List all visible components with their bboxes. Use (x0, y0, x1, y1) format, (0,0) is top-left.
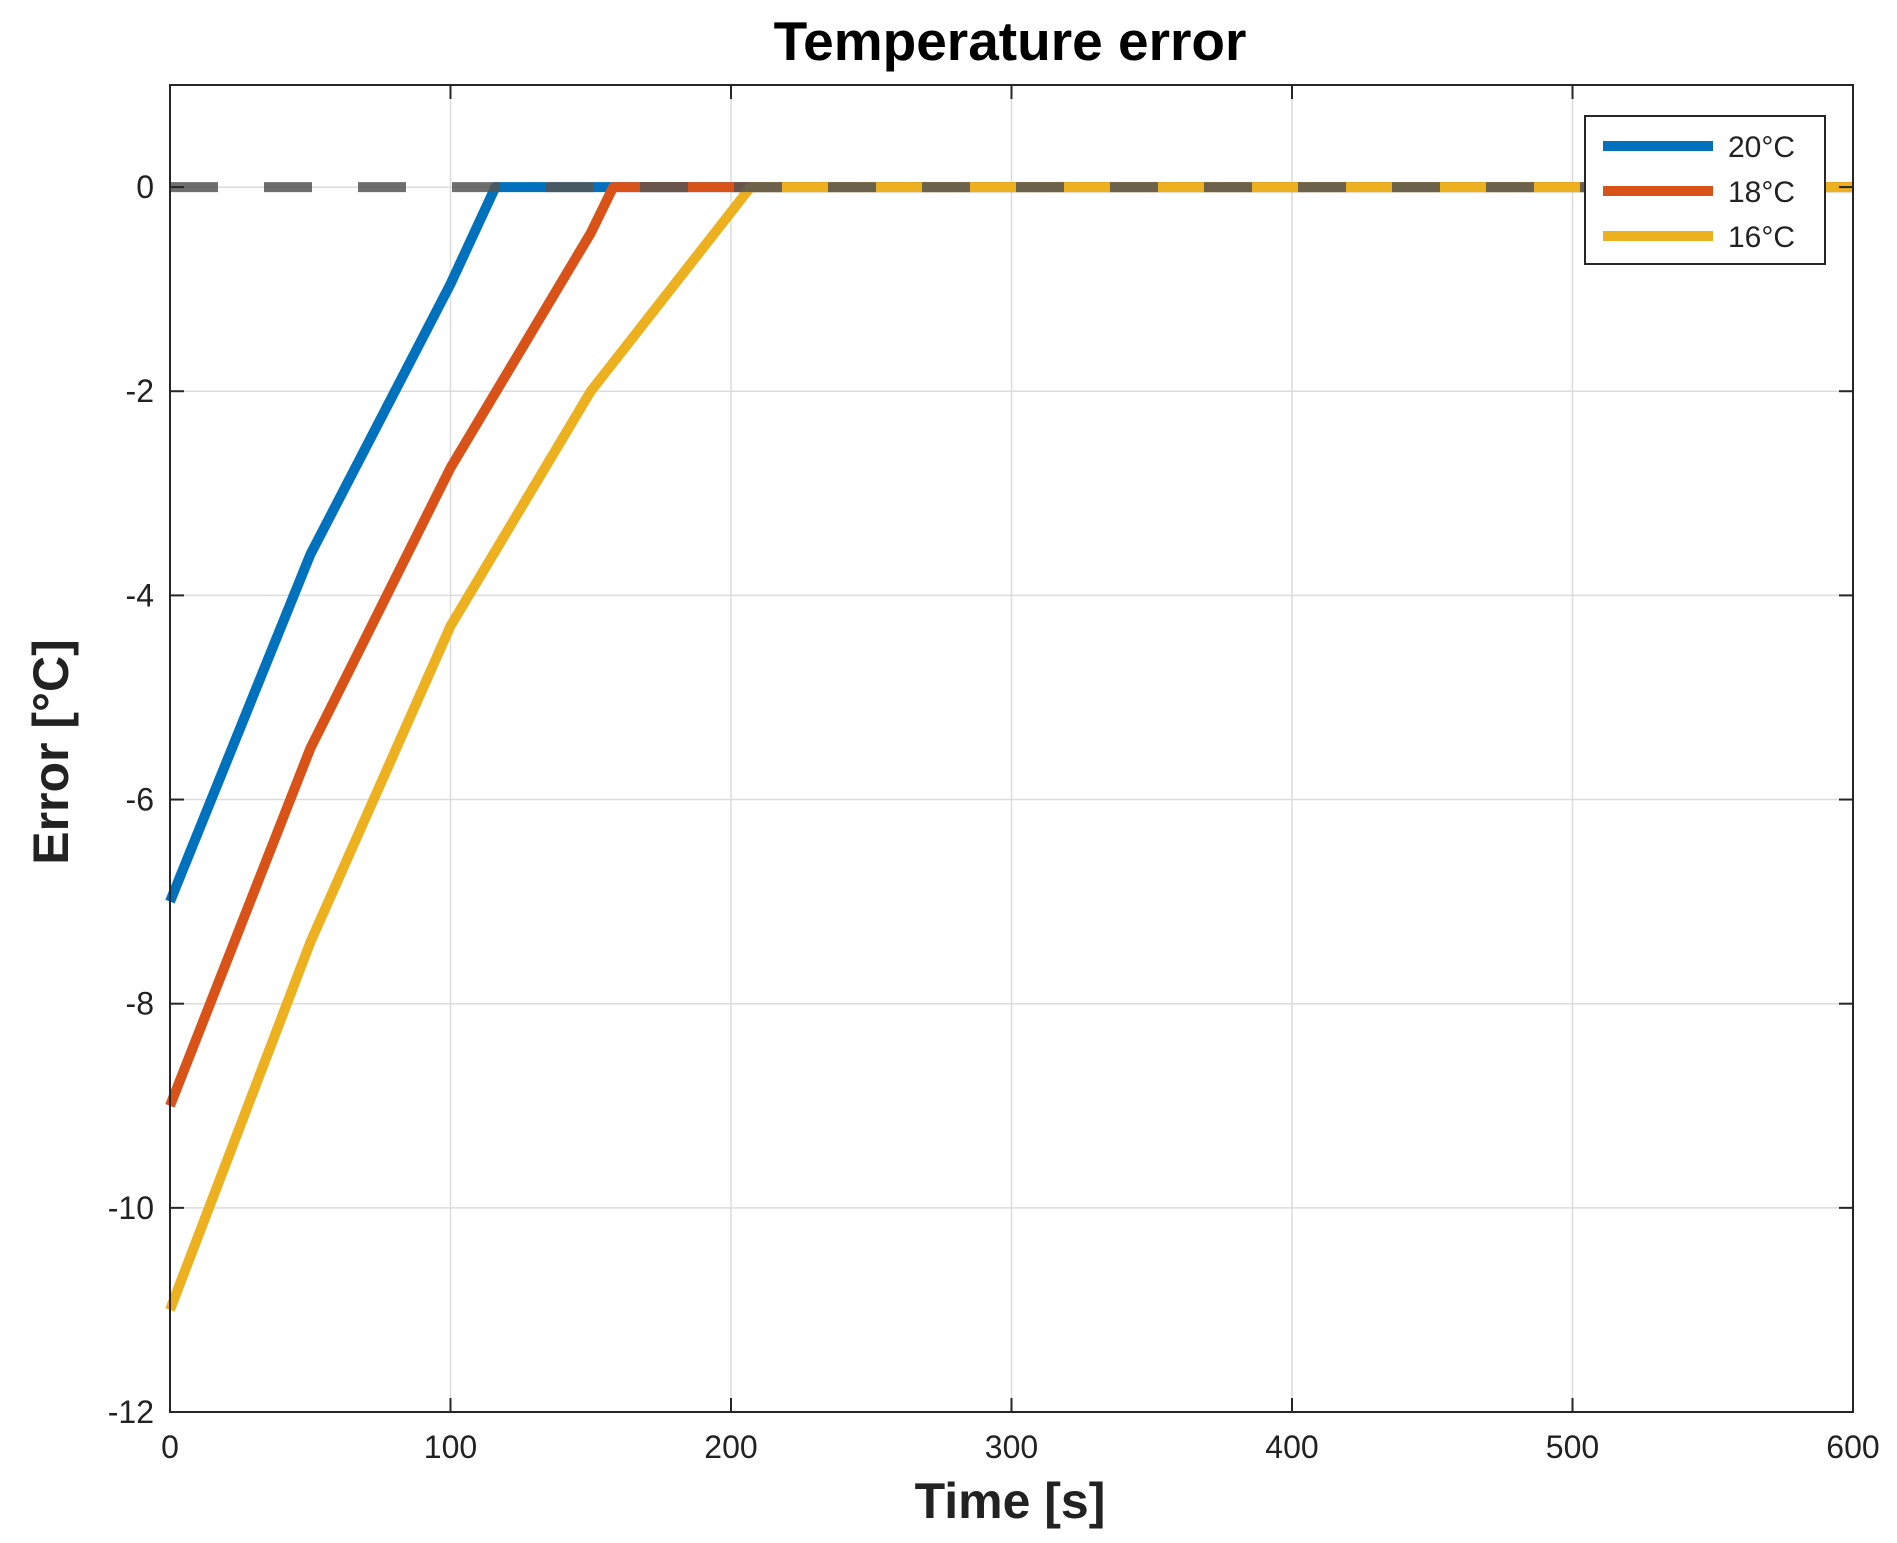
x-ticks: 0 100 200 300 400 500 600 (161, 85, 1880, 1465)
y-tick-label: -12 (108, 1394, 154, 1430)
y-tick-label: -10 (108, 1190, 154, 1226)
x-tick-label: 600 (1826, 1429, 1879, 1465)
x-tick-label: 200 (704, 1429, 757, 1465)
y-tick-label: 0 (136, 169, 154, 205)
y-axis-label: Error [°C] (23, 639, 79, 865)
legend-label-1: 20°C (1728, 131, 1795, 164)
legend-label-3: 16°C (1728, 221, 1795, 254)
x-tick-label: 0 (161, 1429, 179, 1465)
y-tick-label: -8 (126, 986, 154, 1022)
legend: 20°C 18°C 16°C (1584, 115, 1826, 265)
y-ticks: 0 -2 -4 -6 -8 -10 -12 (108, 169, 1853, 1430)
chart-title: Temperature error (774, 10, 1247, 72)
y-tick-label: -2 (126, 373, 154, 409)
x-tick-label: 100 (424, 1429, 477, 1465)
x-axis-label: Time [s] (915, 1473, 1106, 1529)
y-tick-label: -4 (126, 577, 154, 613)
grid (169, 85, 1854, 1413)
y-tick-label: -6 (126, 782, 154, 818)
series-lines (165, 182, 1853, 1312)
x-tick-label: 500 (1546, 1429, 1599, 1465)
x-tick-label: 300 (985, 1429, 1038, 1465)
legend-label-2: 18°C (1728, 176, 1795, 209)
x-tick-label: 400 (1265, 1429, 1318, 1465)
